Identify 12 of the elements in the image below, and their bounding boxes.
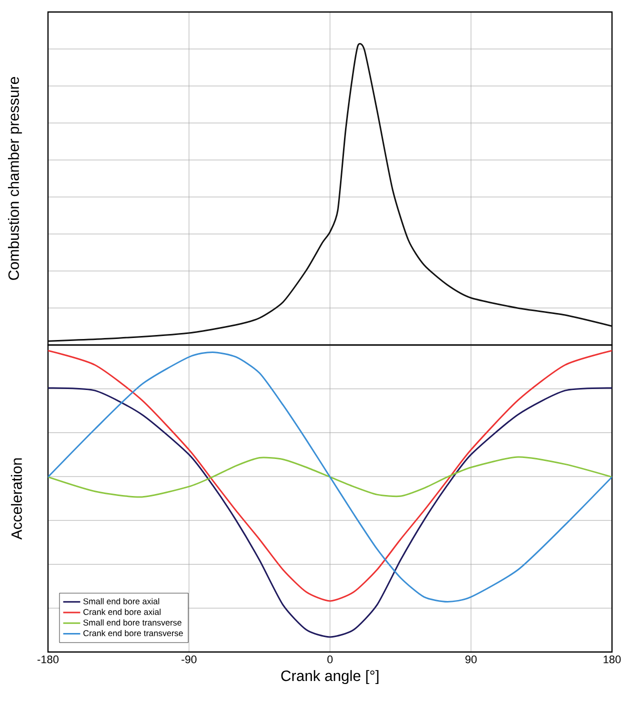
y-axis-title: Combustion chamber pressure: [8, 77, 22, 280]
x-tick-label: 180: [604, 656, 621, 664]
legend-label: Small end bore axial: [83, 598, 160, 604]
legend-label: Crank end bore transverse: [83, 630, 183, 636]
legend-label: Crank end bore axial: [83, 608, 161, 615]
x-tick-label: 0: [327, 656, 333, 664]
x-tick-label: 90: [465, 656, 477, 664]
y-axis-title: Acceleration: [10, 458, 22, 540]
legend-label: Small end bore transverse: [83, 619, 182, 626]
x-tick-label: -90: [182, 656, 196, 664]
x-tick-label: -180: [38, 656, 59, 664]
x-axis-title: Crank angle [°]: [281, 670, 378, 684]
